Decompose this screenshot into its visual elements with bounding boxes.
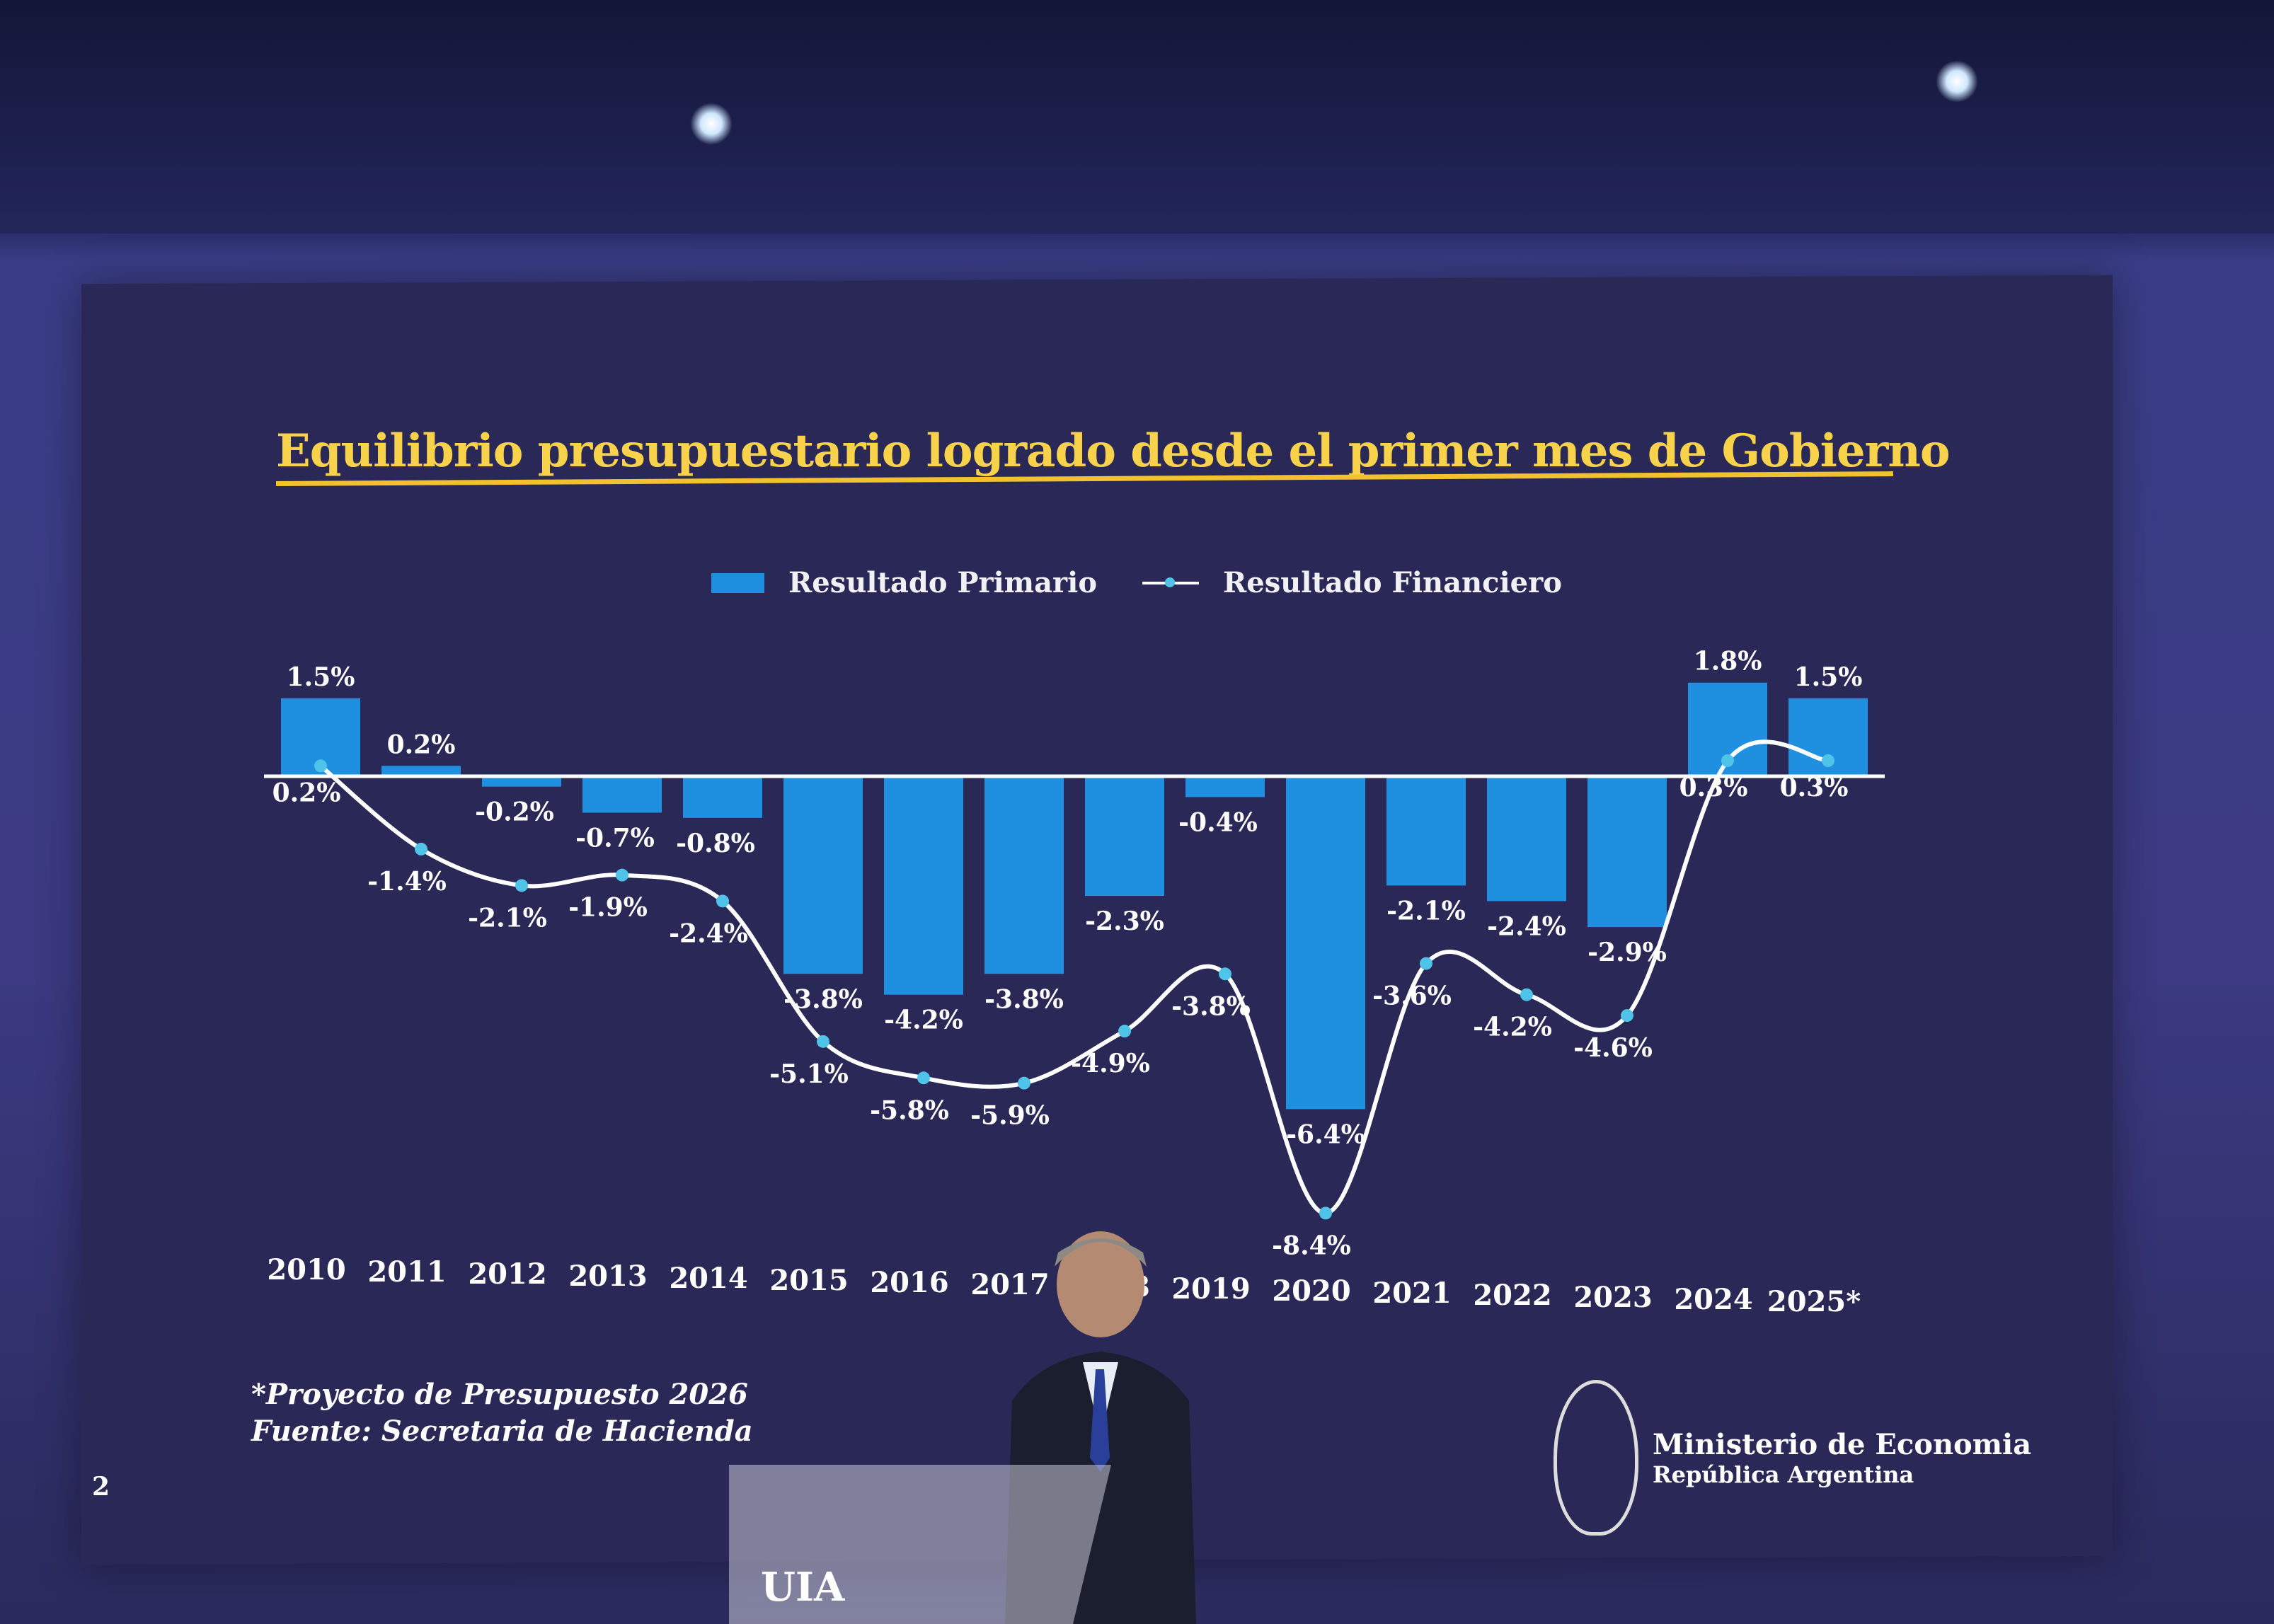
line-value-label: -8.4% [1272,1231,1351,1260]
line-marker [1721,754,1734,767]
line-marker [1118,1025,1131,1038]
bar-primario [1386,776,1466,886]
stage-truss [0,0,2274,234]
bar-value-label: 1.8% [1694,647,1762,676]
podium [729,1465,1111,1624]
legend-line-swatch [1142,577,1199,587]
line-value-label: 0.3% [1679,773,1748,802]
bar-value-label: -0.7% [575,823,655,853]
line-marker [1520,988,1533,1001]
bar-value-label: -4.2% [884,1006,963,1035]
x-tick-label: 2011 [367,1255,446,1289]
line-marker [1420,957,1432,970]
line-marker [314,759,327,773]
x-tick-label: 2014 [669,1262,747,1295]
stage-light-icon [690,103,733,145]
podium-logo: UIA [761,1564,845,1611]
bar-value-label: -2.1% [1386,896,1466,926]
line-value-label: -1.4% [367,867,447,897]
bar-primario [1085,776,1164,897]
x-tick-label: 2020 [1272,1274,1350,1308]
line-marker [415,842,427,856]
x-tick-label: 2023 [1573,1281,1652,1314]
bar-primario [1587,776,1667,928]
line-value-label: -4.2% [1473,1013,1552,1042]
line-value-label: -3.8% [1171,991,1251,1021]
line-value-label: -5.9% [970,1101,1050,1131]
bar-primario [783,776,863,974]
x-tick-label: 2010 [267,1253,345,1286]
line-value-label: -3.6% [1372,981,1452,1011]
bar-value-label: 0.2% [387,730,456,759]
bar-primario [582,776,662,813]
bar-primario [1487,776,1566,902]
bar-value-label: 1.5% [287,662,355,692]
x-tick-label: 2021 [1372,1277,1451,1310]
x-tick-label: 2022 [1473,1279,1551,1312]
bar-primario [984,776,1064,974]
legend-label-financiero: Resultado Financiero [1223,566,1562,599]
line-marker [917,1071,930,1085]
x-tick-label: 2015 [769,1264,848,1297]
line-marker [1219,967,1231,981]
legend-label-primario: Resultado Primario [788,566,1097,599]
bar-primario [1286,776,1365,1110]
bar-value-label: -2.3% [1085,906,1164,936]
ministry-country: República Argentina [1653,1461,1914,1488]
x-tick-label: 2019 [1171,1272,1250,1306]
footnote-source: Fuente: Secretaria de Hacienda [251,1415,753,1448]
bar-value-label: 1.5% [1794,662,1863,692]
line-value-label: -5.1% [769,1059,849,1089]
chart-legend: Resultado Primario Resultado Financiero [711,566,1562,599]
line-marker [1018,1076,1030,1090]
stage-light-icon [1936,60,1978,103]
x-tick-label: 2024 [1674,1283,1752,1316]
line-value-label: 0.3% [1780,773,1849,802]
line-value-label: -2.1% [468,903,547,933]
bar-value-label: -2.4% [1487,911,1566,941]
bar-value-label: -6.4% [1286,1119,1365,1149]
bar-primario [683,776,762,818]
chart-title: Equilibrio presupuestario logrado desde … [276,425,1951,478]
x-tick-label: 2017 [970,1268,1049,1301]
ministry-name: Ministerio de Economia [1653,1427,2032,1461]
line-marker [1319,1207,1332,1220]
bar-value-label: -0.4% [1178,807,1258,837]
bar-value-label: -0.2% [475,797,554,827]
line-marker [716,894,729,908]
page-number: 2 [92,1472,110,1502]
line-marker [1822,754,1834,767]
line-financiero [319,739,1829,1216]
legend-bar-swatch [711,572,764,593]
bar-primario [1185,776,1265,797]
bar-value-label: -0.8% [676,829,755,858]
bar-primario [381,766,461,776]
bar-primario [482,776,561,787]
line-marker [515,879,528,892]
bar-primario [884,776,963,995]
bar-value-label: -3.8% [783,984,863,1014]
line-value-label: -1.9% [568,893,648,923]
x-tick-label: 2025* [1767,1285,1861,1318]
line-value-label: -5.8% [870,1095,949,1125]
coat-of-arms-icon [1554,1380,1638,1536]
x-tick-label: 2016 [870,1266,948,1299]
line-value-label: 0.2% [272,778,341,807]
line-marker [1621,1009,1633,1023]
line-value-label: -4.9% [1071,1049,1150,1078]
x-tick-label: 2012 [468,1257,546,1291]
bar-value-label: -3.8% [984,984,1064,1014]
footnote-projection: *Proyecto de Presupuesto 2026 [251,1378,748,1411]
line-value-label: -4.6% [1573,1033,1653,1063]
ministry-logo: Ministerio de Economia República Argenti… [1554,1380,2031,1536]
line-marker [616,868,628,882]
line-marker [817,1035,829,1048]
footnote: *Proyecto de Presupuesto 2026 Fuente: Se… [251,1376,753,1450]
bar-value-label: -2.9% [1587,938,1667,967]
x-tick-label: 2013 [568,1260,647,1293]
line-value-label: -2.4% [669,918,748,948]
